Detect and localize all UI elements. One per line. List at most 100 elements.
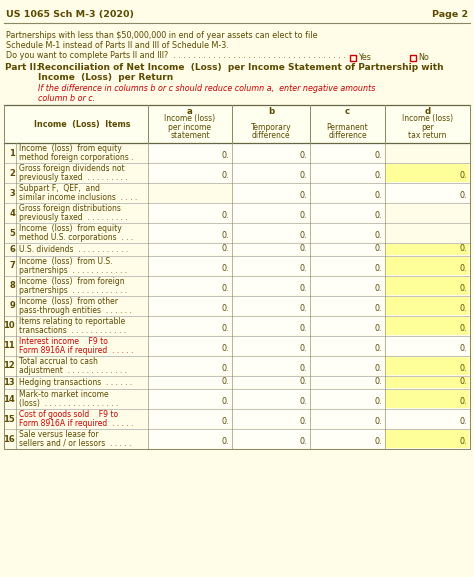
Text: 0.: 0. [221, 244, 229, 253]
Bar [385, 244, 470, 255]
Bar [233, 224, 310, 242]
Bar [4, 429, 470, 449]
Text: 0.: 0. [300, 264, 307, 273]
Text: 0.: 0. [374, 437, 382, 446]
Text: difference: difference [252, 130, 290, 140]
Bar [4, 276, 470, 296]
Text: 4: 4 [9, 208, 15, 218]
Text: 13: 13 [3, 378, 15, 387]
Bar [4, 143, 470, 163]
Bar [4, 105, 470, 143]
Text: Mark-to market income: Mark-to market income [19, 390, 109, 399]
Text: previously taxed  . . . . . . . . .: previously taxed . . . . . . . . . [19, 173, 128, 182]
Bar [310, 337, 384, 355]
Text: 0.: 0. [221, 344, 229, 353]
Text: Do you want to complete Parts II and III?  . . . . . . . . . . . . . . . . . . .: Do you want to complete Parts II and III… [6, 51, 346, 60]
Text: d: d [424, 107, 430, 115]
Text: 0.: 0. [300, 397, 307, 406]
Text: Temporary: Temporary [251, 122, 292, 132]
Text: 0.: 0. [300, 244, 307, 253]
Text: 0.: 0. [221, 417, 229, 426]
Bar [233, 410, 310, 428]
Text: 0.: 0. [300, 304, 307, 313]
Text: 16: 16 [3, 434, 15, 444]
Text: Income  (Loss)  per Return: Income (Loss) per Return [38, 73, 173, 82]
Text: 0.: 0. [300, 191, 307, 200]
Text: 1: 1 [9, 148, 15, 158]
Text: 0.: 0. [300, 377, 307, 386]
Text: 0.: 0. [300, 324, 307, 333]
Text: c: c [345, 107, 350, 115]
Text: 6: 6 [9, 245, 15, 254]
Text: 3: 3 [9, 189, 15, 197]
Text: sellers and / or lessors  . . . . .: sellers and / or lessors . . . . . [19, 439, 131, 448]
Text: 7: 7 [9, 261, 15, 271]
Text: adjustment  . . . . . . . . . . . . .: adjustment . . . . . . . . . . . . . [19, 366, 127, 375]
Text: 14: 14 [3, 395, 15, 403]
Text: Sale versus lease for: Sale versus lease for [19, 430, 99, 439]
Bar [4, 356, 470, 376]
Bar [310, 204, 384, 222]
Text: 0.: 0. [374, 324, 382, 333]
Text: 0.: 0. [221, 377, 229, 386]
Text: No: No [418, 54, 429, 62]
Text: 0.: 0. [459, 364, 467, 373]
Text: 0.: 0. [374, 377, 382, 386]
Bar [385, 277, 470, 295]
Bar [148, 357, 231, 375]
Bar [148, 430, 231, 448]
Text: Form 8916A if required  . . . . .: Form 8916A if required . . . . . [19, 419, 133, 428]
Text: 0.: 0. [300, 364, 307, 373]
Text: 0.: 0. [374, 397, 382, 406]
Text: 0.: 0. [300, 171, 307, 180]
Text: b: b [268, 107, 274, 115]
Text: 0.: 0. [374, 231, 382, 240]
Text: 0.: 0. [374, 151, 382, 160]
Text: 0.: 0. [221, 171, 229, 180]
Text: Items relating to reportable: Items relating to reportable [19, 317, 125, 326]
Bar [4, 223, 470, 243]
Bar [310, 184, 384, 202]
Text: US 1065 Sch M-3 (2020): US 1065 Sch M-3 (2020) [6, 10, 134, 19]
Bar [310, 244, 384, 255]
Bar [4, 243, 470, 256]
Bar [310, 164, 384, 182]
Text: 0.: 0. [459, 304, 467, 313]
Bar [233, 357, 310, 375]
Bar [410, 55, 416, 61]
Text: Interest income    F9 to: Interest income F9 to [19, 337, 108, 346]
Text: 0.: 0. [221, 304, 229, 313]
Text: 0.: 0. [459, 437, 467, 446]
Text: Income  (loss)  from U.S.: Income (loss) from U.S. [19, 257, 112, 266]
Text: 8: 8 [9, 282, 15, 290]
Text: Subpart F,  QEF,  and: Subpart F, QEF, and [19, 184, 100, 193]
Text: 0.: 0. [221, 151, 229, 160]
Text: 0.: 0. [459, 324, 467, 333]
Text: 0.: 0. [459, 171, 467, 180]
Text: 0.: 0. [459, 344, 467, 353]
Bar [385, 317, 470, 335]
Text: partnerships  . . . . . . . . . . . .: partnerships . . . . . . . . . . . . [19, 266, 127, 275]
Text: 10: 10 [3, 321, 15, 331]
Text: statement: statement [170, 130, 210, 140]
Text: 0.: 0. [221, 437, 229, 446]
Bar [4, 256, 470, 276]
Bar [385, 430, 470, 448]
Bar [385, 164, 470, 182]
Bar [233, 257, 310, 275]
Text: per: per [421, 122, 434, 132]
Text: 0.: 0. [374, 284, 382, 293]
Text: 0.: 0. [221, 284, 229, 293]
Bar [385, 377, 470, 388]
Text: 9: 9 [9, 302, 15, 310]
Text: 0.: 0. [374, 417, 382, 426]
Text: 0.: 0. [459, 417, 467, 426]
Bar [148, 297, 231, 315]
Bar [148, 257, 231, 275]
Text: transactions  . . . . . . . . . . . .: transactions . . . . . . . . . . . . [19, 326, 126, 335]
Text: Gross foreign dividends not: Gross foreign dividends not [19, 164, 125, 173]
Text: Partnerships with less than $50,000,000 in end of year assets can elect to file: Partnerships with less than $50,000,000 … [6, 31, 318, 40]
Bar [310, 377, 384, 388]
Bar [4, 316, 470, 336]
Text: Income (loss): Income (loss) [164, 114, 216, 123]
